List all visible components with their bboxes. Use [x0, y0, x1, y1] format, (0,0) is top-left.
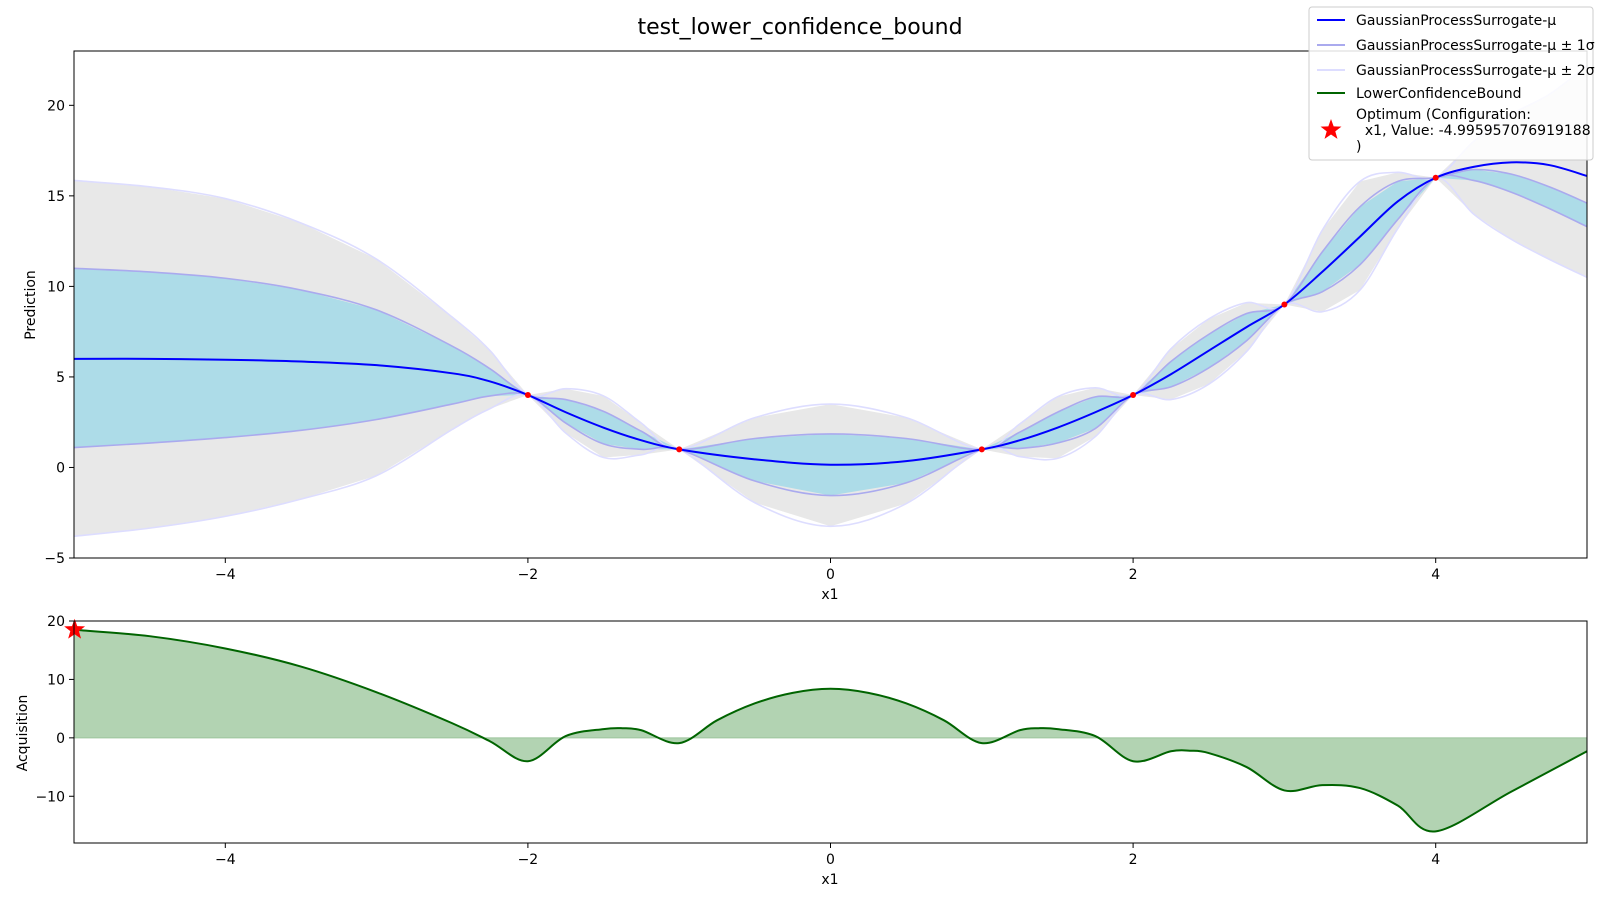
- y-tick-label: −10: [35, 789, 65, 805]
- x-tick-label: 4: [1431, 567, 1440, 583]
- x-tick-label: 2: [1129, 852, 1138, 868]
- y-tick-label: −5: [44, 551, 65, 567]
- legend-label: Optimum (Configuration: x1, Value: -4.99…: [1356, 107, 1591, 155]
- optimum-star: [64, 618, 86, 639]
- one-sigma-band: [74, 169, 1587, 496]
- y-tick-label: 5: [56, 370, 65, 386]
- top-y-ticks: −5 0 5 10 15 20: [44, 98, 74, 567]
- legend-label: LowerConfidenceBound: [1356, 86, 1521, 102]
- uncertainty-bands: [74, 65, 1587, 537]
- x-tick-label: −4: [215, 852, 236, 868]
- chart-title: test_lower_confidence_bound: [637, 15, 962, 40]
- top-y-axis-label: Prediction: [23, 270, 39, 340]
- y-tick-label: 0: [56, 731, 65, 747]
- x-tick-label: −2: [518, 852, 539, 868]
- observation-points: [524, 174, 1439, 453]
- y-tick-label: 20: [47, 98, 65, 114]
- prediction-plot: −4 −2 0 2 4 −5 0 5 10 15 20 x1 Prediction: [23, 50, 1588, 603]
- two-sigma-band: [74, 65, 1587, 537]
- top-x-axis-label: x1: [821, 587, 838, 603]
- acquisition-plot: −4 −2 0 2 4 −10 0 10 20 x1 Acquisition: [15, 614, 1588, 888]
- y-tick-label: 10: [47, 672, 65, 688]
- observation-point: [978, 446, 985, 453]
- observation-point: [1130, 392, 1137, 399]
- optimum-marker: [64, 618, 86, 639]
- bottom-y-ticks: −10 0 10 20: [35, 614, 74, 805]
- x-tick-label: 2: [1129, 567, 1138, 583]
- observation-point: [524, 392, 531, 399]
- legend-label: GaussianProcessSurrogate-μ ± 2σ: [1356, 63, 1595, 79]
- observation-point: [676, 446, 683, 453]
- y-tick-label: 15: [47, 189, 65, 205]
- y-tick-label: 20: [47, 614, 65, 630]
- x-tick-label: 4: [1431, 852, 1440, 868]
- x-tick-label: 0: [826, 852, 835, 868]
- y-tick-label: 0: [56, 460, 65, 476]
- lower-confidence-bound-line: [73, 628, 1588, 833]
- legend-label: GaussianProcessSurrogate-μ: [1356, 13, 1556, 29]
- legend-star-icon: [1320, 119, 1342, 139]
- x-tick-label: 0: [826, 567, 835, 583]
- observation-point: [1432, 174, 1439, 181]
- acquisition-area: [73, 628, 1588, 833]
- x-tick-label: −4: [215, 567, 236, 583]
- legend-label: GaussianProcessSurrogate-μ ± 1σ: [1356, 38, 1595, 54]
- legend-box: [1308, 6, 1594, 161]
- y-tick-label: 10: [47, 279, 65, 295]
- x-tick-label: −2: [518, 567, 539, 583]
- top-x-ticks: −4 −2 0 2 4: [215, 558, 1440, 583]
- legend: GaussianProcessSurrogate-μ GaussianProces…: [1308, 6, 1595, 161]
- observation-point: [1281, 301, 1288, 308]
- bottom-y-axis-label: Acquisition: [15, 695, 31, 772]
- bottom-x-ticks: −4 −2 0 2 4: [215, 843, 1440, 868]
- acquisition-fill: [74, 629, 1587, 832]
- bottom-x-axis-label: x1: [821, 872, 838, 888]
